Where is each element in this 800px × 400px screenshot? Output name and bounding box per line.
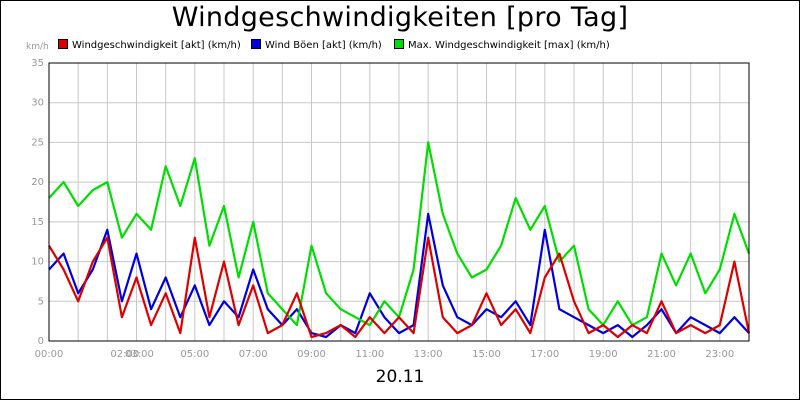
legend-swatch-blue [251,39,261,49]
x-tick-label: 05:00 [180,349,209,360]
x-tick-label: 07:00 [239,349,268,360]
y-tick-label: 25 [31,137,44,148]
legend-item-wind-boeen: Wind Böen [akt] (km/h) [251,39,382,51]
legend-item-windgeschwindigkeit: Windgeschwindigkeit [akt] (km/h) [58,39,241,51]
x-tick-label: 15:00 [472,349,501,360]
x-tick-label: 23:00 [705,349,734,360]
legend-swatch-red [58,39,68,49]
y-tick-label: 30 [31,98,44,109]
x-tick-label: 09:00 [297,349,326,360]
chart-title: Windgeschwindigkeiten [pro Tag] [171,2,629,33]
x-tick-label: 02:00 [110,349,139,360]
y-tick-label: 0 [38,336,44,347]
y-tick-label: 5 [38,296,44,307]
legend-label: Windgeschwindigkeit [akt] (km/h) [72,40,241,51]
y-axis-unit-label: km/h [26,42,49,52]
series-line-2 [48,236,751,339]
y-tick-label: 15 [31,217,44,228]
legend-label: Wind Böen [akt] (km/h) [265,40,382,51]
x-tick-label: 00:00 [35,349,64,360]
series-line-0 [48,212,750,339]
x-tick-label: 19:00 [589,349,618,360]
x-tick-label: 13:00 [414,349,443,360]
x-tick-label: 11:00 [355,349,384,360]
y-tick-label: 35 [31,58,44,69]
legend-swatch-green [394,39,404,49]
y-tick-label: 20 [31,177,44,188]
x-axis-date-label: 20.11 [375,367,425,387]
legend-item-max-windgeschwindigkeit: Max. Windgeschwindigkeit [max] (km/h) [394,39,610,51]
x-tick-label: 21:00 [647,349,676,360]
x-tick-label: 17:00 [530,349,559,360]
x-tick-label: 03:00 [125,349,154,360]
legend-label: Max. Windgeschwindigkeit [max] (km/h) [408,40,610,51]
y-tick-label: 10 [31,257,44,268]
